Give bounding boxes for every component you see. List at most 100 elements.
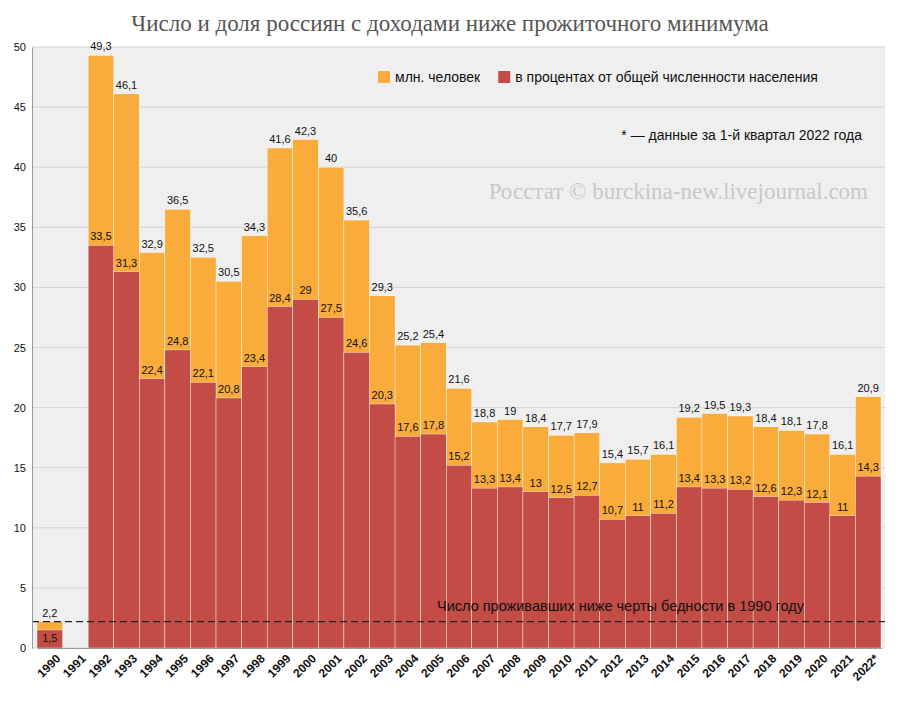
- data-label: 14,3: [858, 461, 879, 473]
- data-label: 20,9: [858, 382, 879, 394]
- tick: 2015: [674, 648, 703, 680]
- tick: 1994: [137, 648, 166, 680]
- tick: 1992: [86, 648, 115, 680]
- tick-label: 2006: [444, 651, 473, 680]
- data-label: 12,5: [551, 483, 572, 495]
- tick-label: 1992: [86, 651, 115, 680]
- legend-label: в процентах от общей численности населен…: [515, 69, 818, 85]
- bar: [344, 220, 370, 648]
- bar: [600, 463, 626, 648]
- tick-label: 2001: [316, 651, 345, 680]
- data-label: 32,5: [193, 242, 214, 254]
- bar: [651, 454, 677, 648]
- tick-label: 1993: [111, 651, 140, 680]
- note: * — данные за 1-й квартал 2022 года: [621, 127, 862, 143]
- data-label: 1,5: [42, 632, 57, 644]
- data-label: 32,9: [141, 238, 162, 250]
- tick-label: 2022*: [850, 651, 882, 683]
- bar: [523, 427, 549, 648]
- bar: [114, 272, 140, 648]
- tick: 2003: [367, 648, 396, 680]
- grid-line: [32, 47, 885, 48]
- data-label: 19,3: [730, 401, 751, 413]
- tick: 1998: [239, 648, 268, 680]
- bar: [753, 427, 779, 648]
- reference-line: [32, 621, 885, 622]
- bar: [242, 236, 268, 648]
- legend: млн. человекв процентах от общей численн…: [378, 69, 818, 85]
- data-label: 16,1: [832, 439, 853, 451]
- tick-label: 1991: [60, 651, 89, 680]
- tick-label: 45: [14, 101, 26, 113]
- tick-label: 2013: [623, 651, 652, 680]
- tick-label: 2018: [751, 651, 780, 680]
- bar: [855, 476, 881, 648]
- tick: 15: [14, 462, 32, 474]
- data-label: 19,5: [704, 399, 725, 411]
- tick-label: 2014: [648, 651, 677, 680]
- bar: [165, 209, 191, 648]
- bar: [753, 497, 779, 648]
- tick-label: 2017: [725, 651, 754, 680]
- bar: [549, 435, 575, 648]
- data-label: 17,8: [806, 419, 827, 431]
- tick-label: 20: [14, 402, 26, 414]
- tick-label: 50: [14, 41, 26, 53]
- data-label: 27,5: [320, 302, 341, 314]
- data-label: 36,5: [167, 194, 188, 206]
- tick: 25: [14, 342, 32, 354]
- bar: [523, 492, 549, 648]
- data-label: 24,6: [346, 337, 367, 349]
- bar: [318, 317, 344, 648]
- title: Число и доля россиян с доходами ниже про…: [131, 11, 769, 36]
- tick-label: 1999: [265, 651, 294, 680]
- bar: [139, 379, 165, 648]
- bar: [497, 420, 523, 648]
- data-label: 25,4: [423, 328, 444, 340]
- bar: [625, 459, 651, 648]
- data-label: 29,3: [372, 281, 393, 293]
- tick-label: 15: [14, 462, 26, 474]
- bar: [625, 516, 651, 648]
- data-label: 13,3: [474, 473, 495, 485]
- bar: [830, 454, 856, 648]
- bar: [88, 55, 114, 648]
- tick: 35: [14, 221, 32, 233]
- data-label: 15,4: [602, 448, 623, 460]
- tick-label: 1995: [162, 651, 191, 680]
- data-label: 42,3: [295, 125, 316, 137]
- tick: 1991: [60, 648, 89, 680]
- tick: 2009: [520, 648, 549, 680]
- bar: [190, 382, 216, 648]
- data-label: 49,3: [90, 40, 111, 52]
- bar: [344, 352, 370, 648]
- bar: [830, 516, 856, 648]
- tick-label: 2015: [674, 651, 703, 680]
- tick-label: 1990: [35, 651, 64, 680]
- tick: 40: [14, 161, 32, 173]
- bar: [651, 513, 677, 648]
- bar: [242, 367, 268, 648]
- bar: [395, 436, 421, 648]
- bar: [702, 488, 728, 648]
- bar: [804, 434, 830, 648]
- axis-line: [32, 48, 33, 649]
- bar: [267, 148, 293, 648]
- data-label: 15,2: [448, 450, 469, 462]
- y-axis: 05101520253035404550: [14, 41, 33, 654]
- tick: 2000: [290, 648, 319, 680]
- data-label: 31,3: [116, 257, 137, 269]
- bar: [600, 519, 626, 648]
- tick: 2002: [341, 648, 370, 680]
- bar: [318, 167, 344, 648]
- bar: [369, 296, 395, 648]
- data-label: 33,5: [90, 230, 111, 242]
- tick-label: 2011: [572, 651, 601, 680]
- tick: 1997: [214, 648, 243, 680]
- bar: [549, 498, 575, 648]
- bar: [190, 257, 216, 648]
- tick-label: 1998: [239, 651, 268, 680]
- tick-label: 2020: [802, 651, 831, 680]
- data-label: 17,9: [576, 418, 597, 430]
- data-label: 28,4: [269, 292, 290, 304]
